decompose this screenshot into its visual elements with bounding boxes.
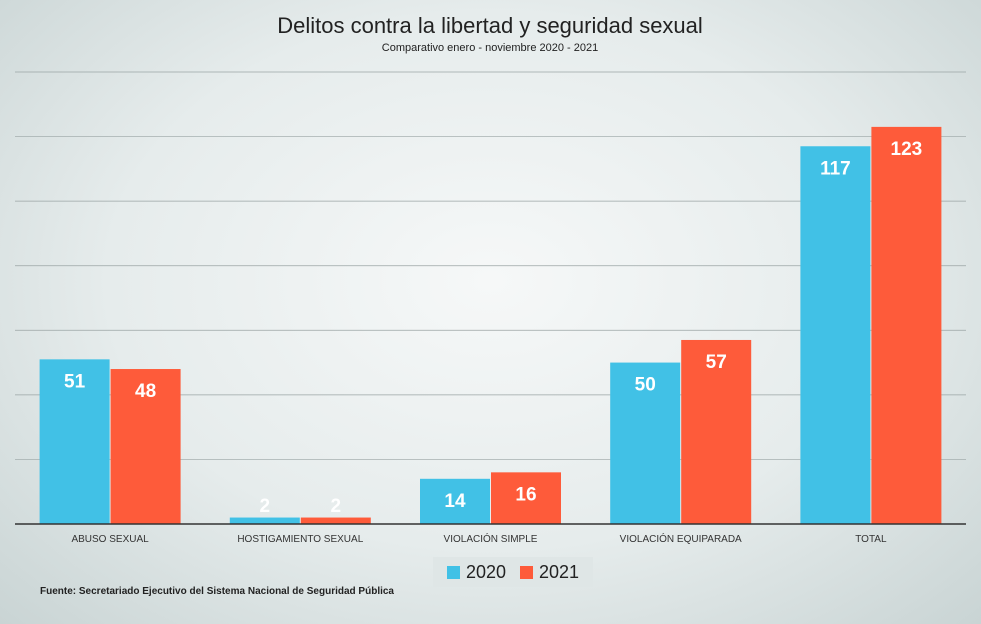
value-label-2020-3: 50 [635,375,656,396]
legend-item-2021: 2021 [520,562,579,583]
value-label-2020-4: 117 [820,158,851,179]
value-label-2021-4: 123 [891,139,923,160]
legend-label-2021: 2021 [539,561,580,582]
value-label-2020-1: 2 [260,496,271,517]
category-label: HOSTIGAMIENTO SEXUAL [237,534,363,545]
bar-2021-3 [681,339,752,524]
bar-2020-2 [420,478,490,524]
bars [39,126,942,524]
category-label: ABUSO SEXUAL [71,534,149,545]
legend-swatch-2020 [446,565,460,579]
category-labels: ABUSO SEXUAL HOSTIGAMIENTO SEXUAL VIOLACIÓ… [71,532,887,545]
value-labels: 51 48 2 2 14 16 50 57 117 123 [64,139,922,517]
category-label: VIOLACIÓN SIMPLE [444,532,538,545]
bar-2020-0 [39,359,110,524]
bar-2020-1 [229,517,300,524]
value-label-2020-2: 14 [444,491,466,512]
source-note: Fuente: Secretariado Ejecutivo del Siste… [40,586,394,597]
bar-2021-2 [491,472,561,524]
bar-2020-4 [800,146,871,524]
chart-subtitle: Comparativo enero - noviembre 2020 - 202… [382,42,598,54]
category-label: VIOLACIÓN EQUIPARADA [620,532,742,545]
legend-label-2020: 2020 [465,561,506,582]
bar-2021-1 [300,517,371,524]
legend-item-2020: 2020 [446,561,506,583]
legend: 2020 2021 [433,557,593,587]
chart-title: Delitos contra la libertad y seguridad s… [277,13,703,38]
category-label: TOTAL [855,534,887,545]
value-label-2021-3: 57 [706,352,727,373]
value-label-2021-1: 2 [331,496,342,517]
value-label-2021-2: 16 [515,484,536,505]
value-label-2020-0: 51 [64,371,86,392]
legend-swatch-2021 [520,565,533,579]
value-label-2021-0: 48 [135,381,156,402]
bar-2021-0 [110,369,181,524]
bar-2020-3 [610,362,681,524]
bar-2021-4 [871,126,942,524]
